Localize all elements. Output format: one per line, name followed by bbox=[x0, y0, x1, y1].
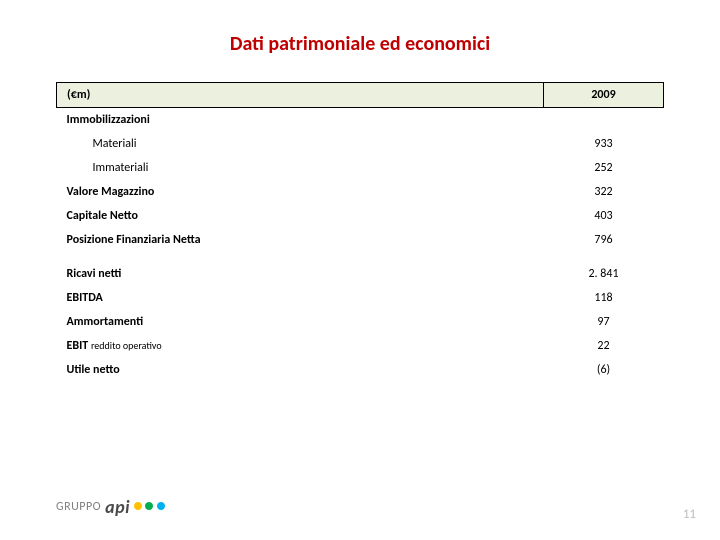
row-value: 252 bbox=[544, 156, 664, 180]
table-row: Ricavi netti 2. 841 bbox=[57, 262, 664, 286]
table-header-row: (€m) 2009 bbox=[57, 83, 664, 108]
row-label: Ammortamenti bbox=[57, 310, 544, 334]
row-label: Materiali bbox=[57, 132, 544, 156]
row-label: Posizione Finanziaria Netta bbox=[57, 228, 544, 252]
row-value: 2. 841 bbox=[544, 262, 664, 286]
row-value: 22 bbox=[544, 334, 664, 358]
table-row: Materiali 933 bbox=[57, 132, 664, 156]
row-value: 403 bbox=[544, 204, 664, 228]
table-row: EBIT reddito operativo 22 bbox=[57, 334, 664, 358]
row-value: 97 bbox=[544, 310, 664, 334]
ebit-note: reddito operativo bbox=[91, 339, 162, 352]
row-label: EBITDA bbox=[57, 286, 544, 310]
table-row: Immateriali 252 bbox=[57, 156, 664, 180]
table-row: Utile netto (6) bbox=[57, 358, 664, 382]
table-row: Ammortamenti 97 bbox=[57, 310, 664, 334]
row-label: EBIT reddito operativo bbox=[57, 334, 544, 358]
row-label: Utile netto bbox=[57, 358, 544, 382]
header-label: (€m) bbox=[57, 83, 544, 108]
row-label: Capitale Netto bbox=[57, 204, 544, 228]
dot-icon bbox=[134, 502, 142, 510]
slide-title: Dati patrimoniale ed economici bbox=[0, 0, 720, 82]
table-row: Immobilizzazioni bbox=[57, 108, 664, 133]
row-label: Valore Magazzino bbox=[57, 180, 544, 204]
table-row: Posizione Finanziaria Netta 796 bbox=[57, 228, 664, 252]
logo-api-text: api bbox=[105, 496, 130, 518]
dot-icon bbox=[145, 502, 153, 510]
row-value bbox=[544, 108, 664, 133]
header-year: 2009 bbox=[544, 83, 664, 108]
row-label: Immobilizzazioni bbox=[57, 108, 544, 133]
table-row: Capitale Netto 403 bbox=[57, 204, 664, 228]
row-value: 796 bbox=[544, 228, 664, 252]
logo-gruppo-text: GRUPPO bbox=[56, 500, 101, 514]
table-row: EBITDA 118 bbox=[57, 286, 664, 310]
financial-table-container: (€m) 2009 Immobilizzazioni Materiali 933… bbox=[56, 82, 664, 382]
row-value: (6) bbox=[544, 358, 664, 382]
table-row: Valore Magazzino 322 bbox=[57, 180, 664, 204]
ebit-label: EBIT bbox=[67, 339, 89, 353]
financial-table: (€m) 2009 Immobilizzazioni Materiali 933… bbox=[56, 82, 664, 382]
row-value: 118 bbox=[544, 286, 664, 310]
logo: GRUPPO api bbox=[56, 496, 165, 518]
page-number: 11 bbox=[683, 507, 696, 522]
row-label: Immateriali bbox=[57, 156, 544, 180]
spacer-row bbox=[57, 252, 664, 262]
logo-dots bbox=[134, 500, 164, 514]
row-value: 933 bbox=[544, 132, 664, 156]
row-value: 322 bbox=[544, 180, 664, 204]
dot-icon bbox=[157, 502, 165, 510]
row-label: Ricavi netti bbox=[57, 262, 544, 286]
